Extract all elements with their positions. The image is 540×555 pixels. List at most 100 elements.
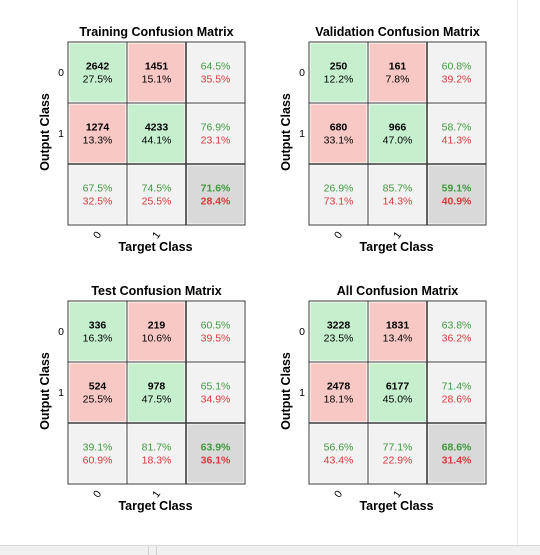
percent-correct: 85.7% (383, 183, 413, 195)
cell-percent: 45.0% (383, 394, 413, 406)
window-edge-divider (517, 0, 518, 545)
cell-percent: 10.6% (142, 333, 172, 345)
misclassified-cell (68, 362, 127, 423)
percent-incorrect: 23.1% (201, 135, 231, 147)
percent-incorrect: 41.3% (442, 135, 472, 147)
column-summary-cell (127, 164, 186, 225)
x-tick-label: 0 (91, 229, 104, 241)
x-tick-label: 1 (391, 488, 404, 500)
cell-percent: 47.5% (142, 394, 172, 406)
percent-incorrect: 14.3% (383, 196, 413, 208)
x-tick-label: 1 (150, 229, 163, 241)
cell-percent: 18.1% (324, 394, 354, 406)
y-axis-label: Output Class (38, 352, 52, 430)
overall-accuracy-cell (186, 423, 245, 484)
percent-correct: 59.1% (442, 183, 472, 195)
percent-incorrect: 28.4% (201, 196, 231, 208)
cell-count: 1274 (86, 122, 110, 134)
window-bottom-strip (0, 545, 540, 555)
x-axis-label: Target Class (118, 240, 192, 254)
bottom-tab (0, 546, 149, 555)
cell-count: 1451 (145, 61, 169, 73)
cell-count: 966 (389, 122, 407, 134)
y-axis-label: Output Class (279, 352, 293, 430)
cell-percent: 44.1% (142, 135, 172, 147)
x-tick-label: 0 (332, 229, 345, 241)
misclassified-cell (127, 301, 186, 362)
x-axis-label: Target Class (359, 240, 433, 254)
correct-cell (309, 301, 368, 362)
row-summary-cell (427, 42, 486, 103)
column-summary-cell (368, 164, 427, 225)
column-summary-cell (68, 423, 127, 484)
correct-cell (127, 103, 186, 164)
cell-percent: 12.2% (324, 74, 354, 86)
percent-correct: 68.6% (442, 442, 472, 454)
cell-percent: 15.1% (142, 74, 172, 86)
percent-incorrect: 35.5% (201, 74, 231, 86)
percent-correct: 26.9% (324, 183, 354, 195)
correct-cell (368, 103, 427, 164)
cell-count: 4233 (145, 122, 169, 134)
cell-percent: 13.4% (383, 333, 413, 345)
cell-percent: 16.3% (83, 333, 113, 345)
correct-cell (368, 362, 427, 423)
correct-cell (127, 362, 186, 423)
cell-count: 161 (389, 61, 407, 73)
percent-correct: 77.1% (383, 442, 413, 454)
percent-correct: 64.5% (201, 61, 231, 73)
percent-incorrect: 32.5% (83, 196, 113, 208)
panel-title: Validation Confusion Matrix (315, 25, 480, 39)
row-summary-cell (186, 103, 245, 164)
x-axis-label: Target Class (359, 499, 433, 513)
percent-incorrect: 73.1% (324, 196, 354, 208)
y-tick-label: 1 (299, 128, 305, 140)
cell-percent: 13.3% (83, 135, 113, 147)
row-summary-cell (427, 301, 486, 362)
cell-count: 6177 (386, 381, 410, 393)
x-axis-label: Target Class (118, 499, 192, 513)
column-summary-cell (368, 423, 427, 484)
row-summary-cell (427, 103, 486, 164)
misclassified-cell (127, 42, 186, 103)
panel-title: Training Confusion Matrix (79, 25, 233, 39)
correct-cell (68, 301, 127, 362)
column-summary-cell (309, 164, 368, 225)
cell-percent: 7.8% (386, 74, 410, 86)
percent-incorrect: 31.4% (442, 455, 472, 467)
row-summary-cell (427, 362, 486, 423)
percent-correct: 74.5% (142, 183, 172, 195)
y-axis-label: Output Class (279, 93, 293, 171)
x-tick-label: 1 (150, 488, 163, 500)
cell-count: 680 (330, 122, 348, 134)
cell-percent: 23.5% (324, 333, 354, 345)
percent-incorrect: 40.9% (442, 196, 472, 208)
misclassified-cell (309, 103, 368, 164)
row-summary-cell (186, 362, 245, 423)
cell-count: 3228 (327, 320, 351, 332)
percent-incorrect: 36.2% (442, 333, 472, 345)
percent-correct: 81.7% (142, 442, 172, 454)
percent-incorrect: 43.4% (324, 455, 354, 467)
percent-incorrect: 28.6% (442, 394, 472, 406)
column-summary-cell (127, 423, 186, 484)
y-tick-label: 0 (299, 326, 305, 338)
y-tick-label: 0 (58, 67, 64, 79)
percent-correct: 71.6% (201, 183, 231, 195)
percent-incorrect: 25.5% (142, 196, 172, 208)
matrix-border (67, 41, 246, 226)
row-summary-cell (186, 42, 245, 103)
percent-incorrect: 39.5% (201, 333, 231, 345)
cell-percent: 27.5% (83, 74, 113, 86)
cell-count: 524 (89, 381, 107, 393)
correct-cell (68, 42, 127, 103)
misclassified-cell (309, 362, 368, 423)
column-summary-cell (68, 164, 127, 225)
x-tick-label: 1 (391, 229, 404, 241)
overall-accuracy-cell (427, 423, 486, 484)
bottom-tab (148, 546, 157, 555)
cell-count: 1831 (386, 320, 410, 332)
cell-count: 250 (330, 61, 348, 73)
